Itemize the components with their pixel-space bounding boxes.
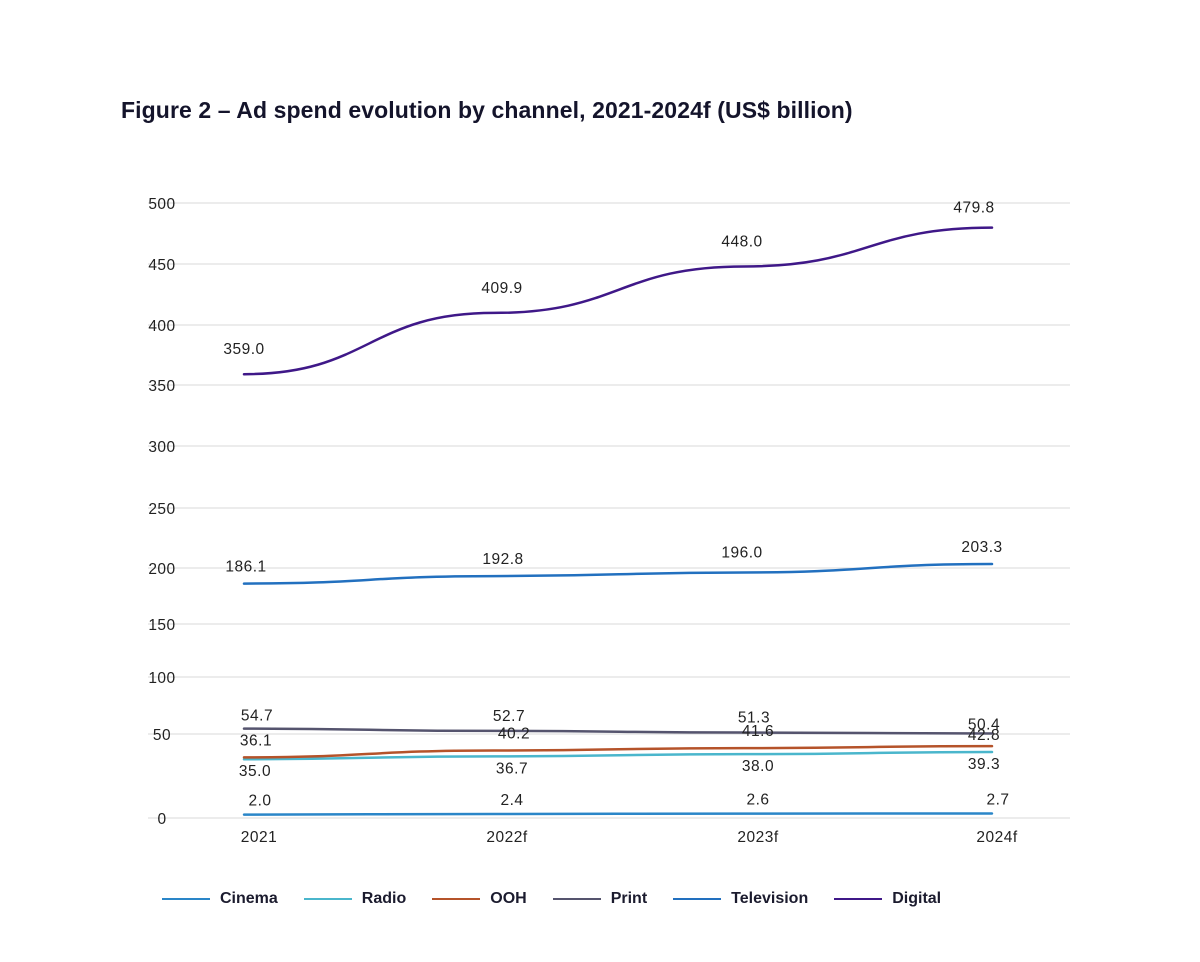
series-line-print	[242, 727, 994, 735]
data-label-cinema: 2.4	[500, 792, 523, 809]
legend-label-ooh: OOH	[490, 890, 527, 907]
data-labels: 2.0 2.4 2.6 2.7 35.0 36.7 38.0 39.3 36.1 40.2 41.6…	[223, 200, 1009, 810]
x-tick-label: 2022f	[486, 829, 527, 846]
data-label-digital: 409.9	[481, 280, 522, 297]
y-tick-label: 300	[148, 439, 175, 456]
data-label-print: 51.3	[738, 710, 770, 727]
series-line-television	[242, 562, 994, 585]
data-label-digital: 479.8	[953, 200, 994, 217]
data-label-television: 203.3	[961, 539, 1002, 556]
series-line-ooh	[242, 744, 994, 759]
legend-item-radio: Radio	[303, 890, 407, 908]
legend-swatch-ooh	[432, 898, 481, 900]
data-label-ooh: 42.8	[968, 727, 1000, 744]
data-label-cinema: 2.7	[986, 791, 1009, 808]
legend: Cinema Radio OOH Print Television Digital	[162, 890, 967, 908]
data-label-radio: 36.7	[496, 760, 528, 777]
series-line-radio	[242, 750, 994, 761]
legend-item-digital: Digital	[834, 890, 941, 908]
data-label-television: 196.0	[721, 544, 762, 561]
data-label-digital: 359.0	[223, 341, 264, 358]
x-tick-label: 2021	[241, 829, 277, 846]
data-label-print: 52.7	[493, 708, 525, 725]
data-label-radio: 39.3	[968, 756, 1000, 773]
data-label-ooh: 36.1	[240, 732, 272, 749]
data-label-cinema: 2.0	[248, 793, 271, 810]
legend-label-radio: Radio	[361, 890, 407, 907]
legend-item-television: Television	[673, 890, 808, 908]
legend-label-digital: Digital	[892, 890, 942, 907]
y-tick-label: 350	[148, 378, 175, 395]
y-tick-label: 150	[148, 617, 175, 634]
x-tick-label: 2024f	[976, 829, 1017, 846]
legend-item-print: Print	[552, 890, 648, 908]
legend-swatch-cinema	[162, 898, 210, 900]
data-label-ooh: 40.2	[498, 725, 530, 742]
y-axis-ticks: 0 50 100 150 200 250 300 350 400 450 500	[148, 196, 175, 828]
x-axis-ticks: 2021 2022f 2023f 2024f	[241, 829, 1018, 846]
legend-swatch-radio	[303, 898, 352, 900]
legend-label-television: Television	[731, 890, 809, 907]
legend-item-ooh: OOH	[432, 890, 527, 908]
y-tick-label: 250	[148, 501, 175, 518]
y-tick-label: 450	[148, 257, 175, 274]
series-lines	[242, 226, 994, 816]
y-tick-label: 50	[153, 727, 171, 744]
data-label-ooh: 41.6	[742, 723, 774, 740]
data-label-print: 54.7	[241, 708, 273, 725]
gridlines	[148, 202, 1070, 819]
legend-swatch-digital	[834, 898, 883, 900]
chart-title: Figure 2 – Ad spend evolution by channel…	[121, 97, 853, 123]
data-label-television: 186.1	[225, 559, 266, 576]
data-label-radio: 38.0	[742, 758, 774, 775]
data-label-print: 50.4	[968, 717, 1000, 734]
data-label-digital: 448.0	[721, 233, 762, 250]
x-tick-label: 2023f	[737, 829, 778, 846]
y-tick-label: 400	[148, 318, 175, 335]
y-tick-label: 200	[148, 561, 175, 578]
y-tick-label: 500	[148, 196, 175, 213]
legend-label-cinema: Cinema	[220, 890, 278, 907]
data-label-radio: 35.0	[239, 763, 271, 780]
legend-swatch-print	[552, 898, 601, 900]
legend-swatch-television	[673, 898, 722, 900]
y-tick-label: 100	[148, 670, 175, 687]
legend-label-print: Print	[610, 890, 648, 907]
y-tick-label: 0	[157, 811, 166, 828]
legend-item-cinema: Cinema	[162, 890, 278, 908]
series-line-cinema	[242, 812, 994, 816]
series-line-digital	[242, 226, 994, 376]
data-label-cinema: 2.6	[746, 792, 769, 809]
data-label-television: 192.8	[482, 551, 523, 568]
